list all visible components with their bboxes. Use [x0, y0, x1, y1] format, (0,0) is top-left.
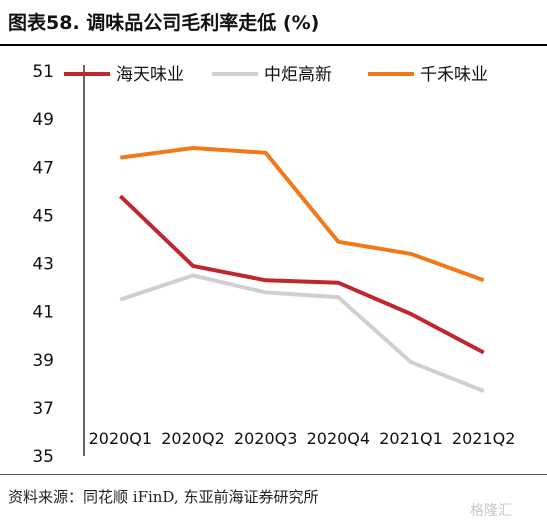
x-tick-label: 2020Q4	[307, 429, 371, 448]
series-line	[120, 145, 485, 283]
legend-label: 海天味业	[116, 65, 184, 85]
x-tick-label: 2020Q2	[161, 429, 225, 448]
y-tick-label: 47	[32, 158, 54, 178]
legend-label: 中炬高新	[264, 65, 332, 85]
y-tick-label: 45	[32, 206, 54, 226]
series-line	[118, 194, 485, 355]
legend-label: 千禾味业	[420, 65, 488, 85]
y-tick-label: 35	[32, 447, 54, 467]
series-lines	[118, 145, 485, 393]
series-line	[119, 273, 485, 393]
x-ticks: 2020Q1 2020Q2 2020Q3 2020Q4 2021Q1 2021Q2	[89, 429, 516, 448]
y-tick-label: 43	[32, 255, 54, 275]
x-tick-label: 2021Q2	[452, 429, 516, 448]
y-ticks: 35 37 39 41 43 45 47 49 51	[32, 62, 54, 467]
y-tick-label: 39	[32, 351, 54, 371]
x-tick-label: 2021Q1	[379, 429, 443, 448]
footer-divider	[0, 474, 547, 475]
legend: 海天味业 中炬高新 千禾味业	[64, 65, 488, 85]
title-bar: 图表58. 调味品公司毛利率走低 (%)	[0, 0, 547, 46]
source-note: 资料来源：同花顺 iFinD, 东亚前海证券研究所	[8, 488, 319, 506]
x-tick-label: 2020Q1	[89, 429, 153, 448]
y-tick-label: 51	[32, 62, 54, 82]
watermark: 格隆汇	[470, 503, 512, 519]
y-tick-label: 37	[32, 399, 54, 419]
y-tick-label: 49	[32, 110, 54, 130]
y-tick-label: 41	[32, 303, 54, 323]
chart-title: 图表58. 调味品公司毛利率走低 (%)	[8, 12, 320, 34]
x-tick-label: 2020Q3	[234, 429, 298, 448]
